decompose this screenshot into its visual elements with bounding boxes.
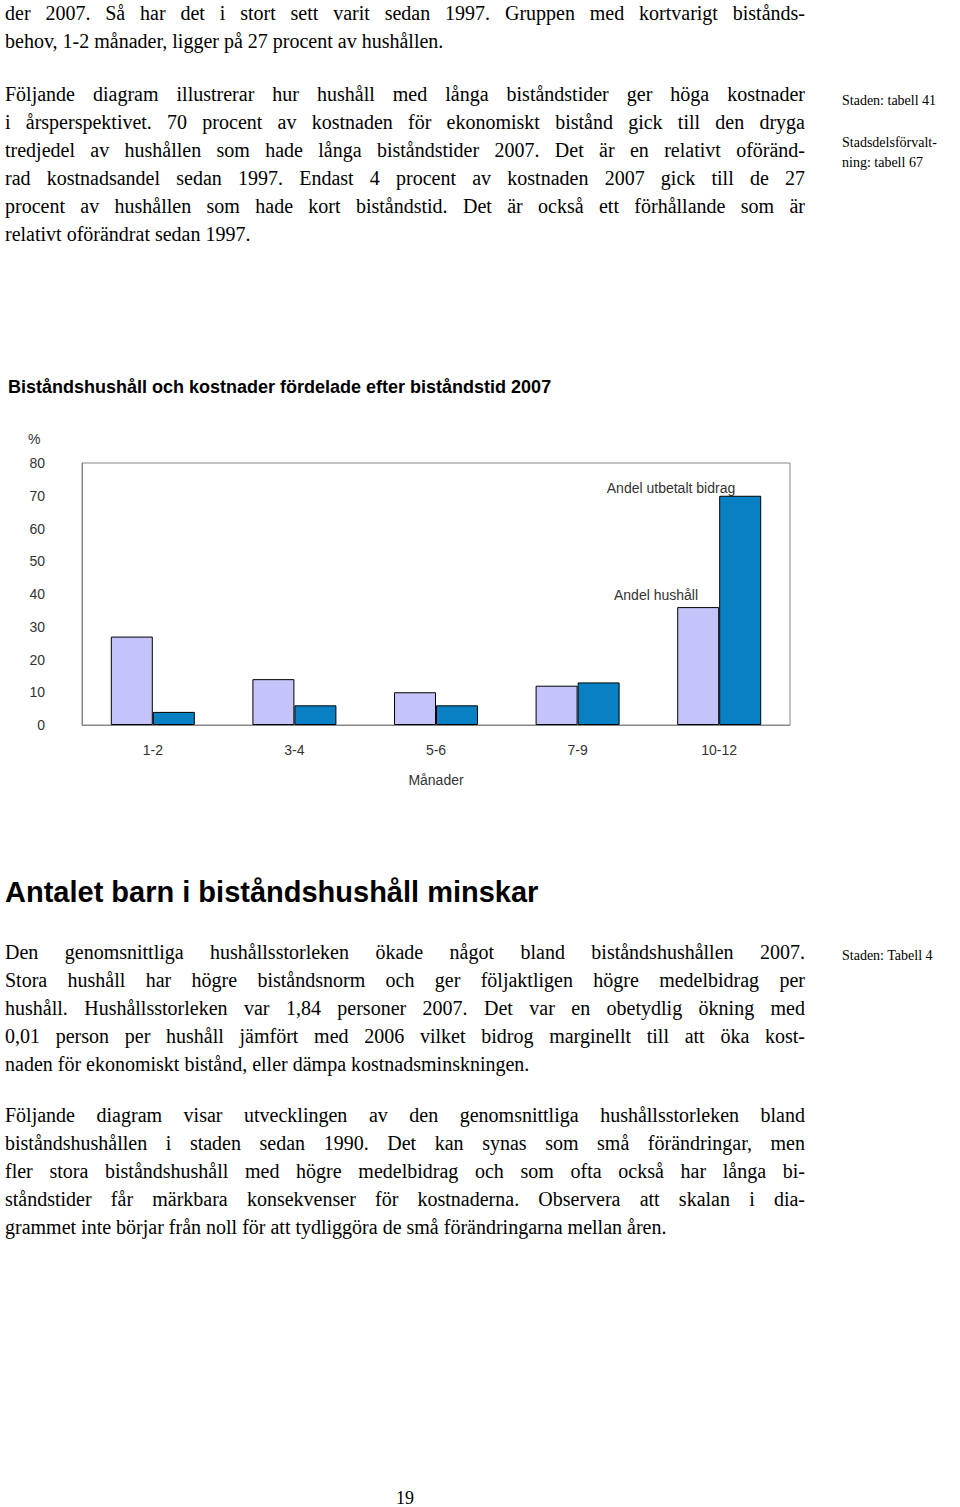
svg-text:Biståndshushåll och kostnader: Biståndshushåll och kostnader fördelade … bbox=[8, 377, 551, 397]
svg-text:Andel utbetalt bidrag: Andel utbetalt bidrag bbox=[607, 480, 735, 496]
svg-text:80: 80 bbox=[29, 455, 45, 471]
html-text:0,01 person per hushåll jämför: 0,01 person per hushåll jämfört med 2006… bbox=[5, 1025, 805, 1047]
html-text:Stora hushåll har högre bistån: Stora hushåll har högre biståndsnorm och… bbox=[5, 969, 805, 991]
svg-text:Andel hushåll: Andel hushåll bbox=[614, 587, 698, 603]
svg-text:10: 10 bbox=[29, 684, 45, 700]
svg-text:5-6: 5-6 bbox=[426, 742, 446, 758]
html-text:hushåll. Hushållsstorleken var: hushåll. Hushållsstorleken var 1,84 pers… bbox=[5, 997, 805, 1019]
svg-text:0: 0 bbox=[37, 717, 45, 733]
html-text:relativt oförändrat sedan 1997: relativt oförändrat sedan 1997. bbox=[5, 223, 251, 245]
svg-text:%: % bbox=[28, 431, 40, 447]
svg-text:40: 40 bbox=[29, 586, 45, 602]
html-text:naden för ekonomiskt bistånd,: naden för ekonomiskt bistånd, eller dämp… bbox=[5, 1053, 530, 1075]
html-text:ning: tabell 67: ning: tabell 67 bbox=[842, 155, 923, 170]
html-text:behov, 1-2 månader, ligger på: behov, 1-2 månader, ligger på 27 procent… bbox=[5, 30, 444, 52]
svg-text:70: 70 bbox=[29, 488, 45, 504]
html-text:procent av hushållen som hade: procent av hushållen som hade kort bistå… bbox=[5, 195, 805, 217]
html-text:Staden: Tabell 4: Staden: Tabell 4 bbox=[842, 948, 933, 963]
svg-text:50: 50 bbox=[29, 553, 45, 569]
html-text:i årsperspektivet. 70 procent: i årsperspektivet. 70 procent av kostnad… bbox=[5, 111, 805, 133]
html-text:biståndshushållen i staden sed: biståndshushållen i staden sedan 1990. D… bbox=[5, 1132, 805, 1154]
svg-text:30: 30 bbox=[29, 619, 45, 635]
svg-text:3-4: 3-4 bbox=[284, 742, 304, 758]
html-text:Följande diagram visar utveckl: Följande diagram visar utvecklingen av d… bbox=[5, 1104, 805, 1126]
html-text:Staden: tabell 41: Staden: tabell 41 bbox=[842, 93, 937, 108]
svg-text:60: 60 bbox=[29, 521, 45, 537]
svg-text:Månader: Månader bbox=[408, 772, 464, 788]
html-text:Stadsdelsförvalt-: Stadsdelsförvalt- bbox=[842, 135, 937, 150]
svg-text:1-2: 1-2 bbox=[143, 742, 163, 758]
svg-text:7-9: 7-9 bbox=[567, 742, 587, 758]
html-text:fler stora biståndshushåll med: fler stora biståndshushåll med högre med… bbox=[5, 1160, 805, 1182]
html-text:rad kostnadsandel sedan 1997.: rad kostnadsandel sedan 1997. Endast 4 p… bbox=[5, 167, 805, 189]
html-text:Antalet barn i biståndshushåll: Antalet barn i biståndshushåll minskar bbox=[5, 876, 539, 908]
svg-text:20: 20 bbox=[29, 652, 45, 668]
html-text:Följande diagram illustrerar h: Följande diagram illustrerar hur hushåll… bbox=[5, 83, 805, 105]
svg-text:10-12: 10-12 bbox=[701, 742, 737, 758]
html-text:der 2007. Så har det i stort s: der 2007. Så har det i stort sett varit … bbox=[5, 2, 805, 24]
html-text:Den genomsnittliga hushållssto: Den genomsnittliga hushållsstorleken öka… bbox=[5, 941, 805, 963]
html-text:ståndstider får märkbara konse: ståndstider får märkbara konsekvenser fö… bbox=[5, 1188, 805, 1210]
html-text:tredjedel av hushållen som had: tredjedel av hushållen som hade långa bi… bbox=[5, 139, 805, 161]
html-text:19: 19 bbox=[396, 1488, 414, 1507]
html-text:grammet inte börjar från noll: grammet inte börjar från noll för att ty… bbox=[5, 1216, 667, 1238]
